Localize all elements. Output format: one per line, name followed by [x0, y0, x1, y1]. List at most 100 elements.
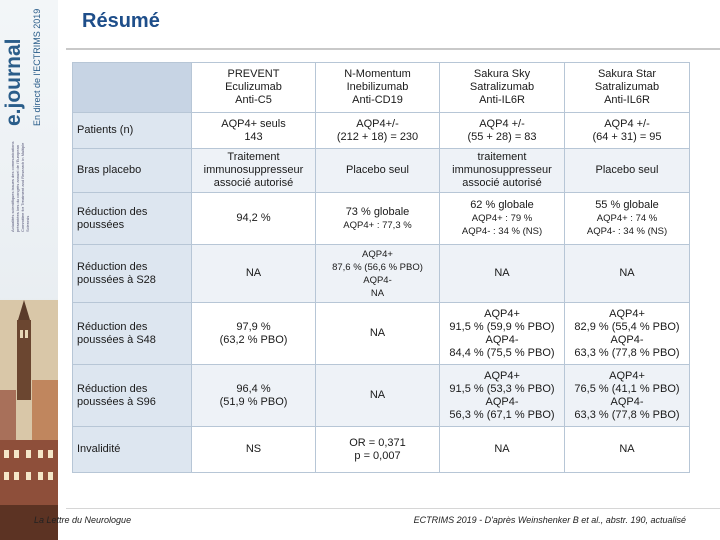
table-cell: AQP4+ 76,5 % (41,1 % PBO) AQP4- 63,3 % (77,… [564, 364, 690, 427]
cell-line: Traitement [227, 151, 280, 163]
cell-line: NA [245, 267, 262, 279]
table-row: Invalidité NS OR = 0,371 p = 0,007 NA NA [72, 426, 690, 473]
row-label: Réduction des poussées [72, 192, 192, 245]
table-row: Bras placebo Traitement immunosuppresseur a… [72, 148, 690, 193]
column-header-line: Sakura Star [597, 68, 657, 80]
table-cell: NA [315, 302, 440, 365]
cell-detail-line: NA [370, 287, 385, 299]
table-cell: 55 % globale AQP4+ : 74 % AQP4- : 34 % (NS… [564, 192, 690, 245]
summary-table: PREVENT Eculizumab Anti-C5 N-Momentum Inebi… [72, 62, 690, 473]
column-header-line: Inebilizumab [346, 81, 409, 93]
table-cell: 62 % globale AQP4+ : 79 % AQP4- : 34 % (NS… [439, 192, 565, 245]
cell-line: 73 % globale [345, 205, 410, 218]
cell-line: NA [494, 267, 510, 279]
page-title: Résumé [82, 10, 160, 32]
table-cell: 94,2 % [191, 192, 316, 245]
table-cell: AQP4+ 91,5 % (53,3 % PBO) AQP4- 56,3 % (67,… [439, 364, 565, 427]
brand-subtitle: En direct de l'ECTRIMS 2019 [32, 8, 42, 126]
cell-line: immunosuppresseur [203, 164, 304, 176]
cell-line: AQP4- [485, 333, 519, 346]
column-header-line: Eculizumab [225, 81, 282, 93]
cell-line: 56,3 % (67,1 % PBO) [449, 408, 555, 421]
table-cell: AQP4+/- (212 + 18) = 230 [315, 112, 440, 149]
column-header-line: Sakura Sky [473, 68, 531, 80]
column-header-line: PREVENT [227, 68, 280, 80]
cell-line: associé autorisé [462, 177, 542, 189]
table-cell: NA [439, 244, 565, 303]
table-cell: 97,9 % (63,2 % PBO) [191, 302, 316, 365]
row-label: Bras placebo [72, 148, 192, 193]
cell-line: AQP4 +/- [479, 117, 525, 130]
cell-detail-line: AQP4+ : 79 % [471, 213, 533, 224]
table-cell: AQP4 +/- (55 + 28) = 83 [439, 112, 565, 149]
cell-line: 82,9 % (55,4 % PBO) [574, 320, 680, 333]
column-header-line: N-Momentum [344, 68, 411, 80]
row-label: Réduction des poussées à S96 [72, 364, 192, 427]
column-header: N-Momentum Inebilizumab Anti-CD19 [315, 62, 440, 113]
table-cell: OR = 0,371 p = 0,007 [315, 426, 440, 473]
cell-detail-line: AQP4- : 34 % (NS) [461, 226, 543, 237]
cell-line: AQP4+ [484, 369, 520, 382]
table-cell: traitement immunosuppresseur associé autor… [439, 148, 565, 193]
title-divider [66, 48, 720, 50]
table-cell: 96,4 % (51,9 % PBO) [191, 364, 316, 427]
table-row: Réduction des poussées 94,2 % 73 % globale… [72, 192, 690, 245]
column-header: Sakura Star Satralizumab Anti-IL6R [564, 62, 690, 113]
row-label: Patients (n) [72, 112, 192, 149]
cell-line: Placebo seul [595, 164, 659, 176]
table-row: Patients (n) AQP4+ seuls 143 AQP4+/- (212 + … [72, 112, 690, 149]
table-cell: NS [191, 426, 316, 473]
cell-detail-line: AQP4+ : 74 % [596, 213, 658, 224]
table-cell: AQP4 +/- (64 + 31) = 95 [564, 112, 690, 149]
cell-line: AQP4+ seuls [221, 117, 286, 130]
cell-line: 97,9 % [236, 320, 271, 333]
table-cell: NA [191, 244, 316, 303]
column-header-line: Anti-CD19 [352, 94, 403, 106]
table-row: Réduction des poussées à S96 96,4 % (51,9 … [72, 364, 690, 427]
cell-line: AQP4+ [484, 307, 520, 320]
cell-detail-line: AQP4- : 34 % (NS) [586, 226, 668, 237]
cell-detail-line: AQP4+ : 77,3 % [343, 219, 412, 231]
column-header: Sakura Sky Satralizumab Anti-IL6R [439, 62, 565, 113]
cell-line: NS [245, 443, 262, 455]
cell-line: immunosuppresseur [452, 164, 552, 176]
table-cell: AQP4+ 91,5 % (59,9 % PBO) AQP4- 84,4 % (75,… [439, 302, 565, 365]
cell-line: AQP4 +/- [604, 117, 650, 130]
cell-line: (51,9 % PBO) [219, 395, 288, 408]
table-cell: Placebo seul [315, 148, 440, 193]
column-header-line: Anti-IL6R [604, 94, 650, 106]
cell-line: NA [369, 389, 386, 401]
cell-line: NA [619, 443, 635, 455]
table-cell: AQP4+ seuls 143 [191, 112, 316, 149]
table-cell: AQP4+ 87,6 % (56,6 % PBO) AQP4- NA [315, 244, 440, 303]
cell-line: AQP4+/- [356, 117, 399, 130]
cell-line: associé autorisé [213, 177, 294, 189]
cell-line: Placebo seul [346, 164, 409, 176]
city-skyline-image [0, 300, 58, 540]
cell-line: NA [369, 327, 386, 339]
cell-line: AQP4- [485, 395, 519, 408]
table-row: Réduction des poussées à S28 NA AQP4+ 87,6 … [72, 244, 690, 303]
cell-line: AQP4- [610, 333, 644, 346]
table-cell: NA [315, 364, 440, 427]
brand-logo: e.journal [2, 38, 25, 126]
cell-line: 63,3 % (77,8 % PBO) [574, 346, 680, 359]
row-label: Invalidité [72, 426, 192, 473]
cell-line: 94,2 % [236, 212, 271, 224]
cell-line: (63,2 % PBO) [219, 333, 288, 346]
table-corner-cell [72, 62, 192, 113]
cell-line: 96,4 % [236, 382, 271, 395]
table-cell: NA [564, 426, 690, 473]
table-cell: NA [439, 426, 565, 473]
cell-detail-line: 87,6 % (56,6 % PBO) [332, 261, 423, 273]
cell-line: (55 + 28) = 83 [467, 130, 537, 143]
column-header-line: Anti-C5 [235, 94, 272, 106]
journal-banner: e.journal En direct de l'ECTRIMS 2019 Ac… [0, 0, 58, 540]
footer-rule [66, 508, 720, 509]
cell-line: AQP4- [610, 395, 644, 408]
cell-line: (64 + 31) = 95 [592, 130, 662, 143]
column-header-line: Satralizumab [469, 81, 535, 93]
table-row: Réduction des poussées à S48 97,9 % (63,2 … [72, 302, 690, 365]
cell-line: 84,4 % (75,5 % PBO) [449, 346, 555, 359]
table-cell: NA [564, 244, 690, 303]
